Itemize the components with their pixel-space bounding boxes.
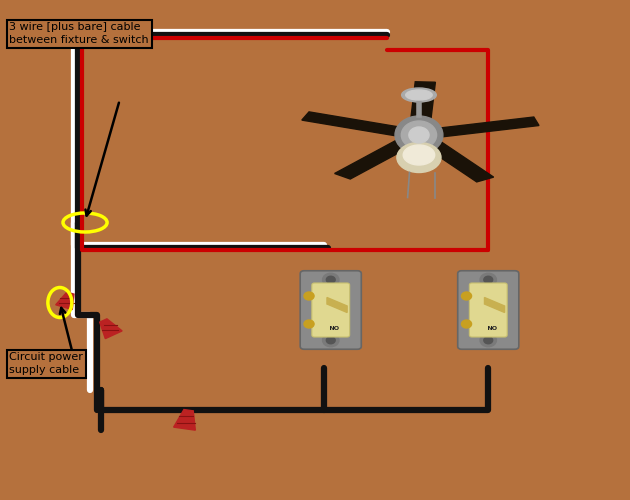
Polygon shape [302, 112, 406, 136]
Polygon shape [420, 139, 494, 182]
Circle shape [484, 276, 493, 283]
Ellipse shape [402, 88, 436, 102]
Polygon shape [327, 298, 347, 312]
Circle shape [401, 121, 437, 149]
Polygon shape [433, 117, 539, 138]
FancyBboxPatch shape [312, 283, 350, 337]
Text: Circuit power
supply cable: Circuit power supply cable [9, 352, 83, 375]
FancyBboxPatch shape [469, 283, 507, 337]
Circle shape [461, 320, 471, 328]
FancyBboxPatch shape [301, 271, 362, 349]
Polygon shape [335, 138, 416, 179]
Ellipse shape [397, 142, 441, 172]
Text: 3 wire [plus bare] cable
between fixture & switch: 3 wire [plus bare] cable between fixture… [9, 22, 149, 45]
Circle shape [395, 116, 443, 154]
Polygon shape [174, 410, 195, 430]
Circle shape [323, 273, 339, 286]
Circle shape [484, 337, 493, 344]
FancyBboxPatch shape [457, 271, 518, 349]
Ellipse shape [403, 145, 435, 165]
Circle shape [461, 292, 471, 300]
Ellipse shape [406, 90, 432, 100]
Circle shape [304, 292, 314, 300]
Circle shape [323, 334, 339, 347]
Circle shape [326, 276, 335, 283]
Circle shape [326, 337, 335, 344]
Polygon shape [410, 82, 435, 128]
Polygon shape [484, 298, 505, 312]
Circle shape [304, 320, 314, 328]
Text: ON: ON [329, 322, 339, 328]
Text: ON: ON [486, 322, 496, 328]
Circle shape [409, 127, 429, 143]
Polygon shape [55, 292, 74, 310]
Polygon shape [100, 319, 122, 338]
Circle shape [480, 334, 496, 347]
Circle shape [480, 273, 496, 286]
